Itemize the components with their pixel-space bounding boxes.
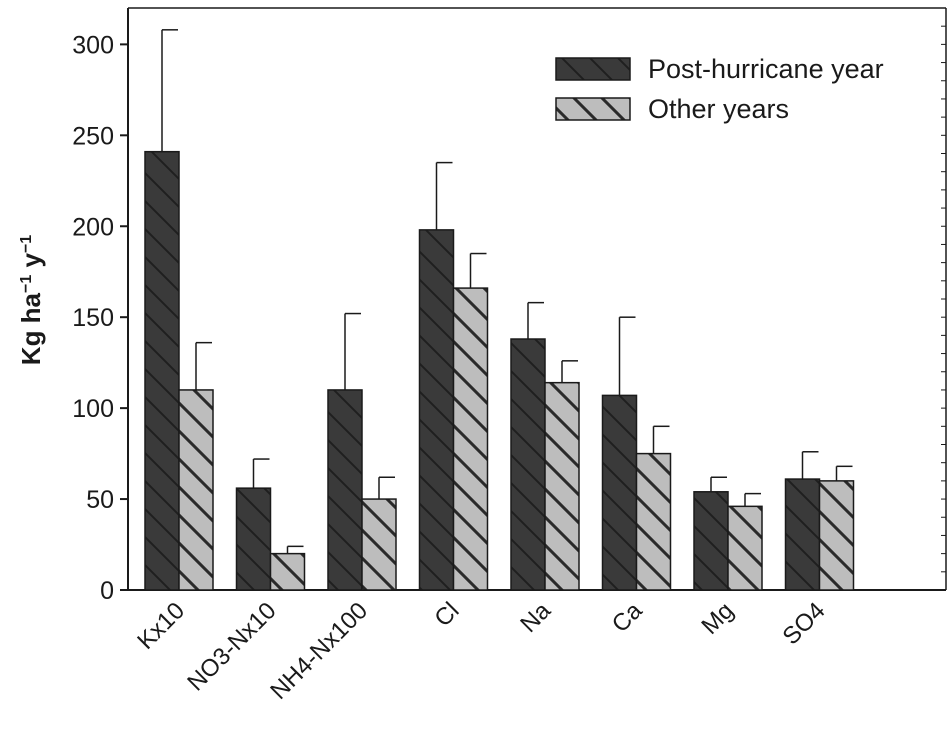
bar: [327, 389, 363, 591]
x-tick-label: NH4-Nx100: [265, 597, 373, 705]
bar: [818, 480, 855, 591]
y-axis-title: Kg ha−1 y−1: [16, 235, 46, 366]
x-tick-label: Kx10: [132, 597, 190, 655]
bar: [510, 338, 546, 591]
bar: [693, 491, 729, 591]
x-tick-label: Cl: [429, 597, 464, 632]
bar: [601, 394, 638, 591]
legend: Post-hurricane year Other years: [555, 54, 884, 124]
legend-label-post-hurricane: Post-hurricane year: [648, 54, 884, 84]
x-tick-label: Ca: [607, 597, 648, 638]
y-tick-label: 150: [72, 304, 114, 332]
bar: [144, 150, 180, 591]
y-tick-label: 50: [86, 486, 114, 514]
x-tick-label: NO3-Nx10: [182, 597, 281, 696]
bar: [361, 498, 397, 591]
x-tick-label: Mg: [696, 597, 739, 640]
bar: [784, 478, 821, 591]
y-tick-label: 250: [72, 122, 114, 150]
bar: [235, 487, 272, 591]
y-tick-label: 100: [72, 395, 114, 423]
x-tick-label: Na: [515, 597, 556, 638]
bar: [635, 452, 672, 591]
bar: [269, 552, 306, 591]
bar: [178, 389, 214, 591]
legend-swatch-post-hurricane: [555, 57, 631, 81]
y-tick-label: 300: [72, 31, 114, 59]
legend-label-other-years: Other years: [648, 94, 789, 124]
x-tick-label: SO4: [777, 597, 830, 650]
bar: [544, 381, 580, 591]
bar: [418, 229, 455, 591]
legend-swatch-other-years: [555, 97, 631, 121]
bar: [452, 287, 489, 591]
y-tick-label: 200: [72, 213, 114, 241]
bar: [727, 505, 763, 591]
y-tick-label: 0: [100, 577, 114, 605]
